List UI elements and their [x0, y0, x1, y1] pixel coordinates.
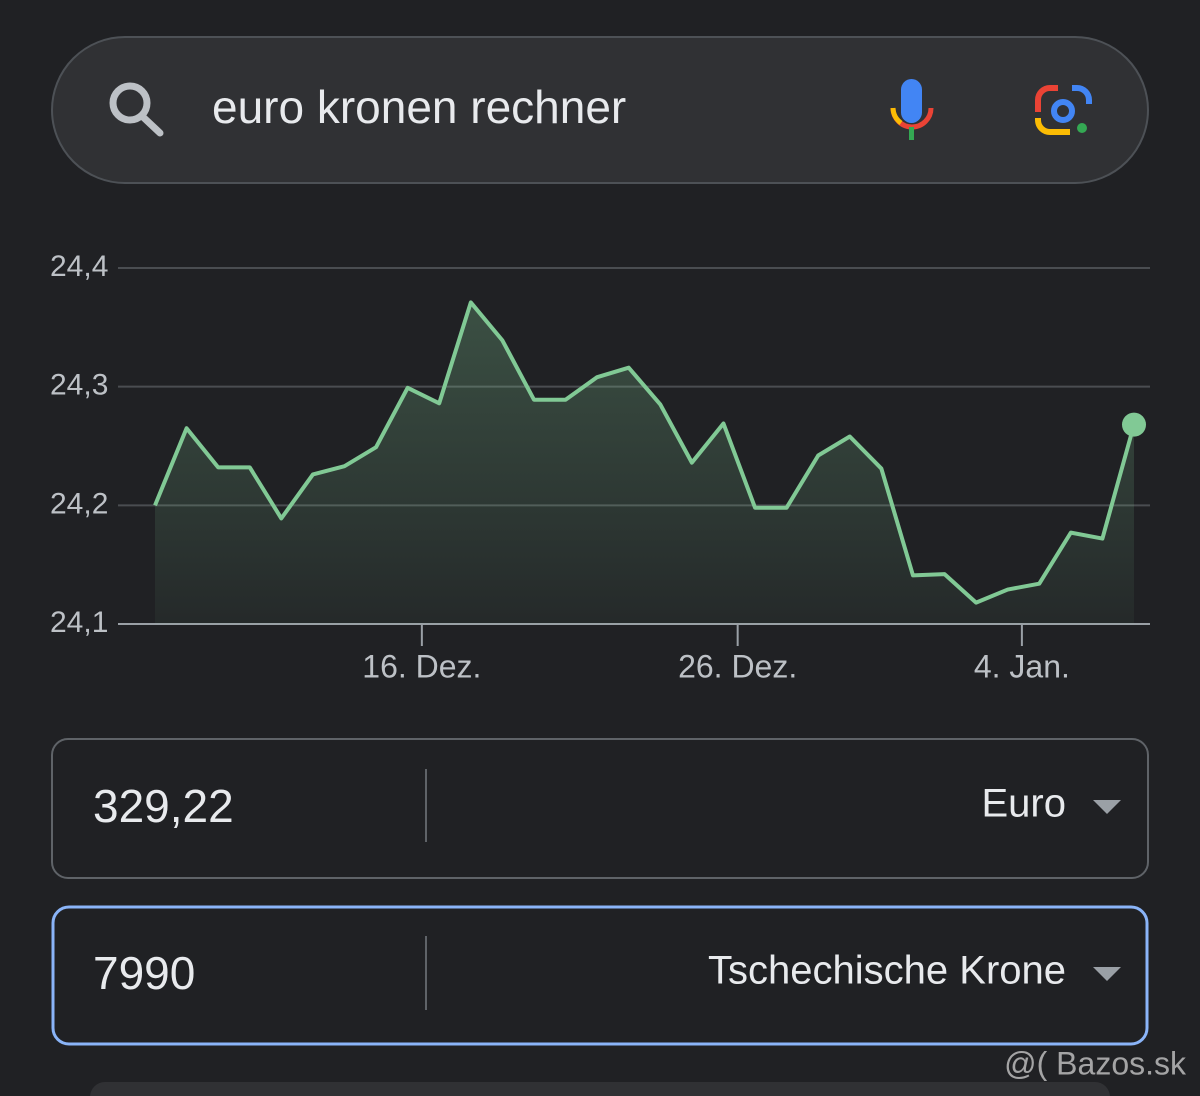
x-tick-label: 16. Dez. — [362, 648, 481, 684]
to-currency[interactable]: Tschechische Krone — [708, 949, 1066, 993]
line — [153, 300, 1136, 605]
area — [155, 302, 1134, 624]
chart: 24,1 24,2 24,3 24,4 16. Dez. 26. Dez. 4. Jan. — [50, 250, 1150, 684]
dropdown-arrow[interactable] — [1093, 967, 1121, 981]
y-tick-label: 24,3 — [50, 369, 108, 402]
y-tick-label: 24,2 — [50, 487, 108, 520]
x-tick-label: 26. Dez. — [678, 648, 797, 684]
y-tick-label: 24,4 — [50, 250, 108, 283]
x-tick-label: 4. Jan. — [974, 648, 1070, 684]
y-tick-label: 24,1 — [50, 606, 108, 639]
from-amount[interactable]: 329,22 — [93, 780, 234, 832]
lens-icon[interactable] — [1035, 85, 1092, 135]
to-field[interactable] — [51, 905, 1149, 1046]
to-amount[interactable]: 7990 — [93, 947, 195, 999]
next-card — [90, 1082, 1110, 1096]
mic-icon[interactable] — [890, 79, 934, 140]
from-field[interactable] — [51, 738, 1149, 879]
dropdown-arrow[interactable] — [1093, 800, 1121, 814]
search-query[interactable]: euro kronen rechner — [212, 81, 626, 133]
end-point — [1122, 412, 1146, 437]
search-bar[interactable] — [51, 36, 1149, 184]
from-currency[interactable]: Euro — [982, 782, 1067, 826]
search-icon — [109, 82, 164, 137]
watermark: @( Bazos.sk — [1004, 1045, 1187, 1081]
